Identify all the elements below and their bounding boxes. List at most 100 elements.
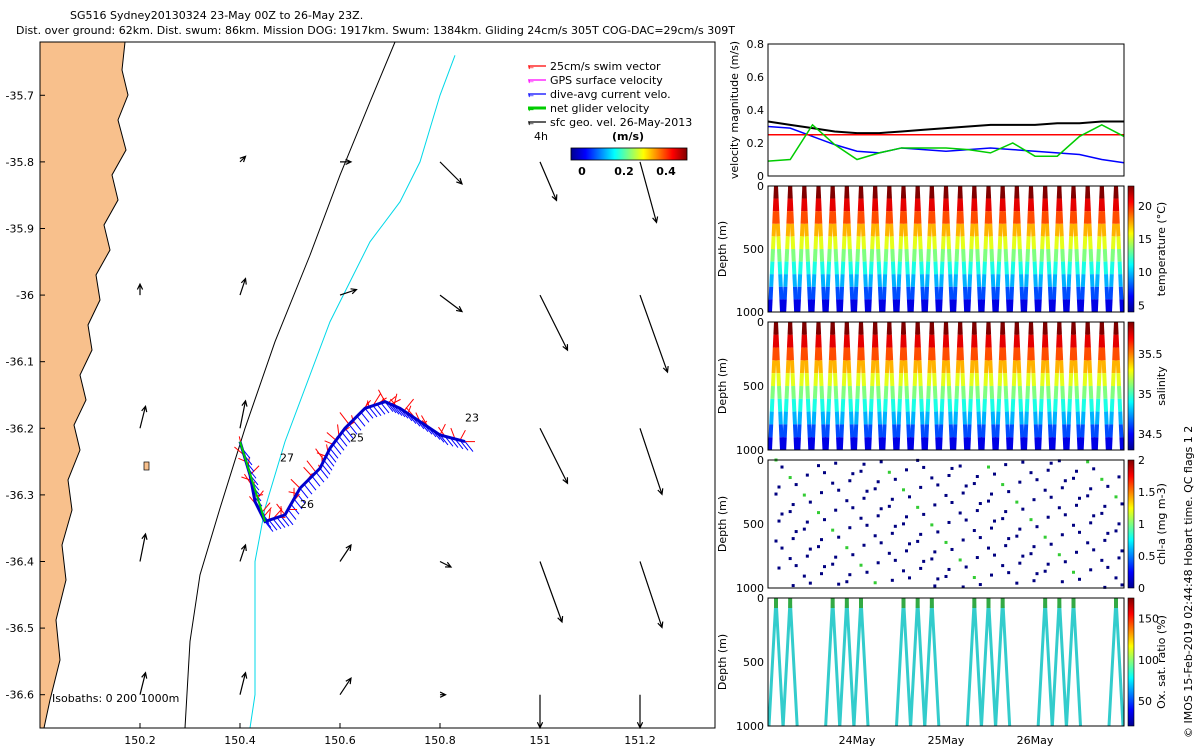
chla-sample: [859, 516, 863, 520]
profile-segment: [870, 373, 875, 387]
profile-segment: [932, 385, 938, 399]
profile-segment: [983, 236, 989, 250]
oxygen-profile: [1107, 597, 1125, 727]
profile-segment: [791, 261, 797, 275]
colorbar-tick-label: 0: [578, 165, 586, 178]
geo-velocity-vector: [639, 428, 664, 496]
profile-segment: [833, 385, 839, 399]
chla-sample: [1015, 534, 1019, 538]
chla-sample: [794, 564, 798, 568]
profile-segment: [853, 424, 859, 438]
profile-segment: [1014, 321, 1020, 335]
x-tick-label: 150.4: [224, 734, 256, 747]
profile-segment: [1075, 261, 1080, 275]
profile-segment: [915, 321, 921, 335]
profile-segment: [1055, 211, 1061, 224]
profile-segment: [887, 334, 893, 348]
day-label: 26: [300, 498, 314, 511]
profile-segment: [1093, 437, 1099, 451]
profile-segment: [840, 398, 846, 412]
profile-segment: [1005, 424, 1011, 438]
profile-segment: [889, 223, 894, 237]
profile-segment: [1117, 385, 1122, 399]
profile-segment: [1025, 248, 1030, 262]
chla-sample: [944, 493, 948, 497]
profile-segment: [1029, 334, 1035, 348]
geo-velocity-vector: [339, 677, 352, 696]
profile-segment: [847, 236, 852, 250]
profile-segment: [1103, 398, 1109, 412]
profile-segment: [1015, 334, 1021, 348]
chla-sample: [780, 465, 784, 469]
profile-segment: [972, 334, 978, 348]
profile-segment: [938, 437, 943, 451]
profile-segment: [783, 411, 788, 425]
profile-segment: [1045, 373, 1051, 387]
profile-segment: [881, 424, 887, 438]
chla-sample: [1072, 523, 1075, 527]
colorbar: [1127, 597, 1135, 727]
velocity-frame: [767, 43, 1125, 177]
profile-segment: [1010, 411, 1015, 425]
profile-segment: [998, 211, 1004, 224]
profile-segment: [923, 299, 929, 313]
profile-segment: [1067, 398, 1072, 412]
y-tick-label: -36.5: [6, 622, 34, 635]
profile-segment: [873, 334, 879, 348]
oxygen-surface: [1057, 598, 1062, 608]
chla-sample: [1001, 517, 1005, 521]
chla-sample: [862, 543, 866, 547]
profile-segment: [1024, 398, 1030, 412]
profile-segment: [915, 185, 921, 199]
geo-velocity-vector: [139, 671, 148, 695]
profile-segment: [888, 347, 894, 361]
profile-segment: [1038, 411, 1043, 425]
chla-sample: [1117, 522, 1121, 526]
profile-segment: [804, 236, 810, 250]
profile-segment: [1051, 299, 1056, 313]
profile-segment: [882, 274, 888, 287]
profile-segment: [778, 274, 783, 287]
profile-segment: [1044, 211, 1049, 224]
net-glider-velocity: [239, 441, 266, 522]
profile-segment: [948, 424, 954, 438]
profile-segment: [903, 223, 908, 237]
current-vector: [303, 483, 313, 495]
profile-segment: [983, 373, 989, 387]
profile-segment: [931, 211, 936, 224]
profile-segment: [799, 236, 804, 250]
geo-velocity-vector: [439, 294, 464, 313]
profile-segment: [1053, 248, 1059, 262]
profile-segment: [812, 248, 818, 262]
profile-segment: [1073, 223, 1078, 237]
profile-segment: [939, 274, 944, 287]
chla-sample: [1007, 490, 1011, 494]
profile-segment: [825, 411, 831, 425]
depth-label: Depth (m): [716, 634, 729, 690]
profile-segment: [1115, 347, 1120, 361]
profile-segment: [1037, 437, 1042, 451]
profile-segment: [899, 211, 905, 224]
profile-segment: [1046, 261, 1052, 275]
chla-sample: [805, 520, 809, 524]
profile-segment: [982, 261, 987, 275]
chla-sample: [1060, 580, 1064, 584]
current-vector: [293, 498, 303, 510]
profile-segment: [926, 236, 932, 250]
profile-segment: [925, 411, 930, 425]
profile-segment: [1076, 424, 1081, 438]
profile-segment: [1043, 321, 1048, 335]
profile-segment: [1098, 347, 1103, 361]
chla-sample: [873, 487, 877, 491]
profile-segment: [921, 299, 926, 313]
chla-sample: [1018, 561, 1022, 565]
profile-segment: [821, 437, 827, 451]
profile-segment: [861, 373, 866, 387]
profile-segment: [956, 347, 961, 361]
profile-segment: [849, 274, 854, 287]
depth-panel-frame: [767, 459, 1125, 589]
colorbar: [1127, 459, 1135, 589]
swim-vector: [387, 396, 396, 404]
profile-segment: [968, 385, 974, 399]
profile-segment: [904, 385, 910, 399]
